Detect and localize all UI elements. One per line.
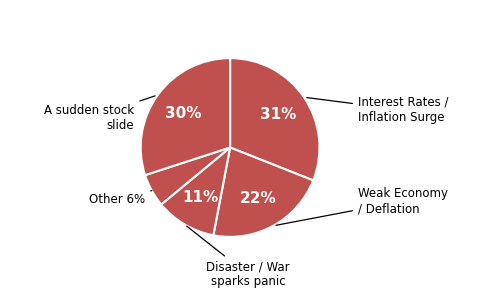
Wedge shape <box>230 58 319 181</box>
Text: Weak Economy
/ Deflation: Weak Economy / Deflation <box>276 187 448 225</box>
Text: 22%: 22% <box>240 191 277 206</box>
Text: 30%: 30% <box>165 106 201 121</box>
Text: Disaster / War
sparks panic: Disaster / War sparks panic <box>187 226 290 289</box>
Text: 31%: 31% <box>260 107 296 122</box>
Text: Interest Rates /
Inflation Surge: Interest Rates / Inflation Surge <box>307 96 449 124</box>
Wedge shape <box>145 148 230 204</box>
Wedge shape <box>141 58 230 175</box>
Text: 11%: 11% <box>183 190 219 205</box>
Text: A sudden stock
slide: A sudden stock slide <box>44 96 155 132</box>
Wedge shape <box>161 148 230 235</box>
Wedge shape <box>213 148 313 237</box>
Text: Other 6%: Other 6% <box>89 191 152 206</box>
